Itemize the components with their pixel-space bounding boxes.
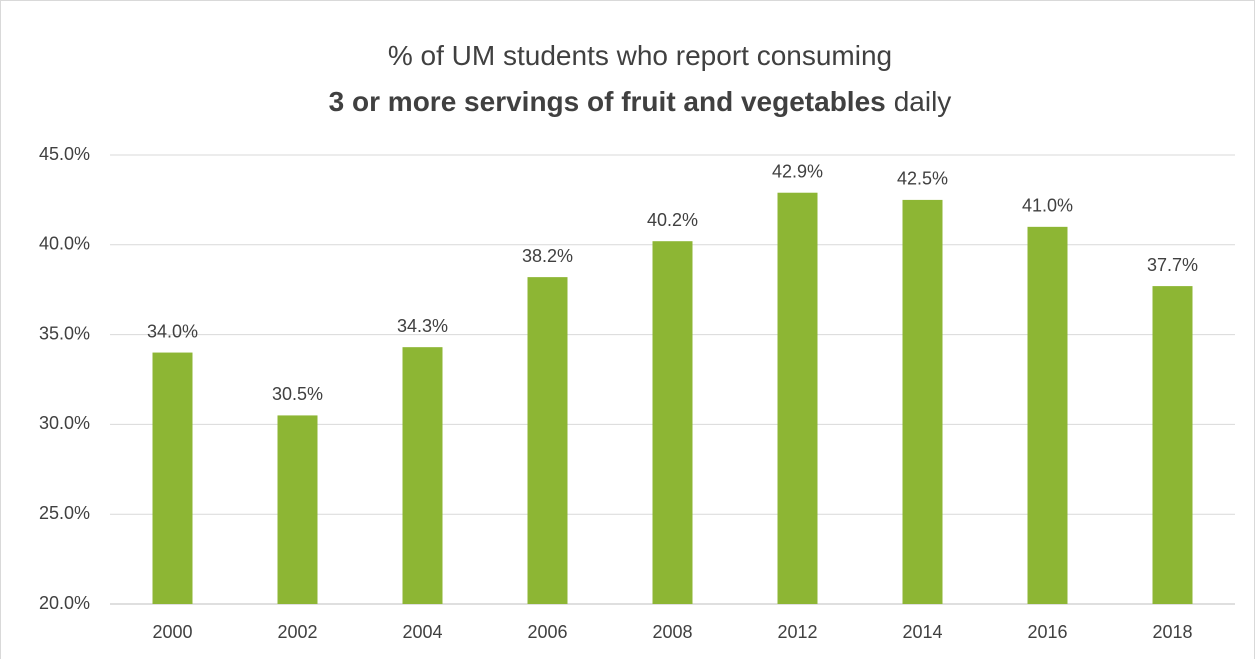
data-label: 38.2% — [522, 246, 573, 266]
x-tick-label: 2018 — [1152, 622, 1192, 642]
data-label: 34.0% — [147, 321, 198, 341]
data-label: 42.5% — [897, 169, 948, 189]
chart-title: 3 or more servings of fruit and vegetabl… — [329, 86, 952, 117]
x-tick-label: 2002 — [277, 622, 317, 642]
y-tick-label: 40.0% — [39, 234, 90, 254]
bar — [1027, 226, 1068, 604]
data-label: 37.7% — [1147, 255, 1198, 275]
bar — [1152, 286, 1193, 604]
data-label: 42.9% — [772, 161, 823, 181]
y-tick-label: 30.0% — [39, 413, 90, 433]
data-label: 30.5% — [272, 384, 323, 404]
x-tick-label: 2012 — [777, 622, 817, 642]
data-label: 41.0% — [1022, 196, 1073, 216]
bar — [402, 347, 443, 604]
bar — [527, 277, 568, 604]
title-segment: % of UM students who report consuming — [388, 40, 892, 71]
y-tick-label: 20.0% — [39, 593, 90, 613]
title-segment: 3 or more servings of fruit and vegetabl… — [329, 86, 886, 117]
x-tick-label: 2004 — [402, 622, 442, 642]
x-tick-label: 2000 — [152, 622, 192, 642]
data-label: 40.2% — [647, 210, 698, 230]
bar — [777, 192, 818, 604]
bar — [152, 352, 193, 604]
y-tick-label: 45.0% — [39, 144, 90, 164]
x-tick-label: 2016 — [1027, 622, 1067, 642]
data-label: 34.3% — [397, 316, 448, 336]
x-tick-label: 2008 — [652, 622, 692, 642]
bar — [902, 199, 943, 604]
title-segment: daily — [894, 86, 952, 117]
bar — [277, 415, 318, 604]
x-tick-label: 2014 — [902, 622, 942, 642]
x-tick-label: 2006 — [527, 622, 567, 642]
bar — [652, 241, 693, 604]
y-tick-label: 35.0% — [39, 323, 90, 343]
y-tick-label: 25.0% — [39, 503, 90, 523]
chart-title: % of UM students who report consuming — [388, 40, 892, 71]
